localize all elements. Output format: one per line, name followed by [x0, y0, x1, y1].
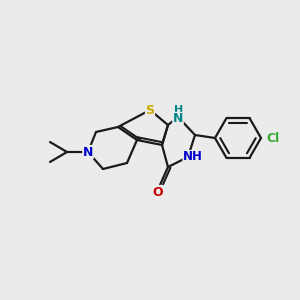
Text: S: S: [146, 103, 154, 116]
Text: Cl: Cl: [266, 131, 280, 145]
Text: O: O: [153, 185, 163, 199]
Text: H: H: [174, 105, 184, 115]
Text: N: N: [173, 112, 183, 125]
Text: N: N: [83, 146, 93, 158]
Text: NH: NH: [183, 151, 203, 164]
